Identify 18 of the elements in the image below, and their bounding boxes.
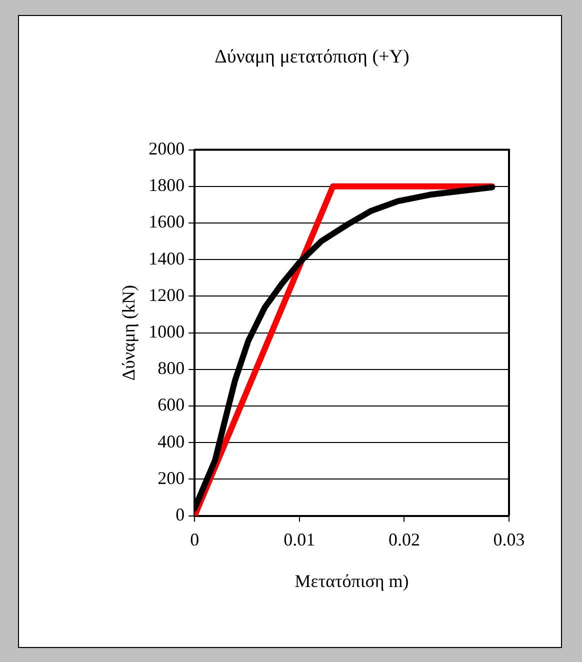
y-tick-label: 1800 [148,175,185,196]
y-tick-label: 0 [176,504,185,525]
y-tick-label: 800 [158,358,185,378]
x-tick-label: 0 [190,529,200,550]
y-tick-label: 1000 [148,322,185,342]
y-tick-label: 2000 [148,138,185,159]
y-tick-label: 1200 [148,284,185,305]
x-tick-label: 0.03 [493,529,525,550]
y-axis-title: Δύναμη (kN) [118,284,139,381]
y-tick-label: 400 [158,431,185,452]
y-tick-label: 600 [158,394,185,415]
y-tick-label: 1400 [148,248,185,268]
y-tick-label: 200 [158,468,185,488]
x-axis-title: Μετατόπιση m) [294,570,409,591]
x-tick-label: 0.02 [388,529,420,550]
x-tick-label: 0.01 [284,529,316,550]
chart-title: Δύναμη μετατόπιση (+Y) [214,46,410,68]
y-tick-label: 1600 [148,212,185,232]
